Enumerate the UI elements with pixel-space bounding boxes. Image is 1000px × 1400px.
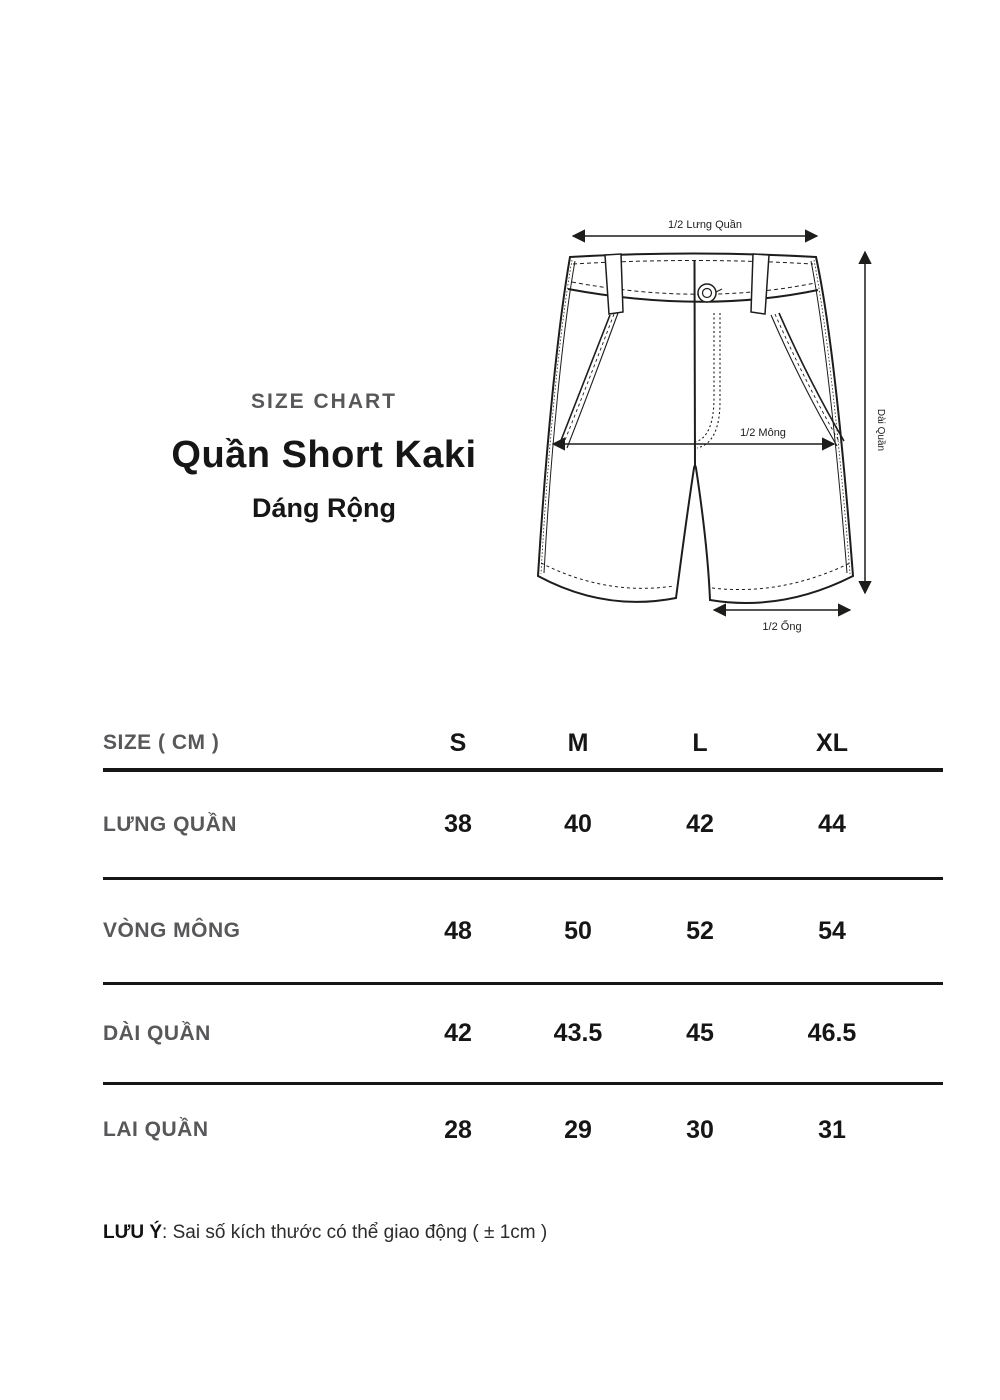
cell-value: 46.5 (807, 1019, 857, 1047)
note-text: : Sai số kích thước có thể giao động ( ±… (162, 1222, 548, 1243)
cell-value: 45 (686, 1019, 714, 1047)
fit-subtitle: Dáng Rộng (252, 493, 396, 523)
tolerance-note: LƯU Ý: Sai số kích thước có thể giao độn… (103, 1222, 547, 1244)
cell-value: 44 (818, 810, 846, 838)
row-label: VÒNG MÔNG (103, 919, 241, 942)
cell-value: 42 (444, 1019, 472, 1047)
cell-value: 42 (686, 810, 714, 838)
size-table: SIZE ( CM ) S M L XL LƯNG QUẦN 38 40 42 … (103, 718, 943, 1175)
column-header-xl: XL (816, 728, 848, 757)
column-header-s: S (449, 728, 467, 757)
row-label: DÀI QUẦN (103, 1021, 211, 1045)
cell-value: 31 (818, 1115, 846, 1144)
shorts-technical-diagram: 1/2 Lưng Quần 1/2 Mông Dài Quần 1/2 Ống (533, 216, 907, 646)
table-row-hem: LAI QUẦN 28 29 30 31 (103, 1085, 943, 1175)
note-prefix: LƯU Ý (103, 1222, 163, 1243)
cell-value: 28 (444, 1115, 472, 1144)
column-header-m: M (567, 728, 589, 757)
cell-value: 52 (686, 916, 714, 945)
table-row-length: DÀI QUẦN 42 43.5 45 46.5 (103, 985, 943, 1085)
cell-value: 38 (444, 810, 472, 838)
cell-value: 30 (686, 1115, 714, 1144)
row-label: LAI QUẦN (103, 1118, 209, 1141)
left-pocket-icon (559, 314, 611, 444)
product-title: Quần Short Kaki (171, 434, 477, 476)
shorts-outline-icon (536, 252, 855, 604)
measurement-arrows (551, 229, 872, 617)
half-waist-label: 1/2 Lưng Quần (668, 219, 742, 231)
shorts-diagram-icon: 1/2 Lưng Quần 1/2 Mông Dài Quần 1/2 Ống (536, 219, 887, 633)
half-hip-label: 1/2 Mông (740, 427, 786, 439)
right-pocket-icon (778, 312, 845, 442)
cell-value: 48 (444, 916, 472, 945)
column-header-l: L (692, 728, 708, 757)
cell-value: 40 (564, 810, 592, 838)
half-leg-label: 1/2 Ống (762, 619, 801, 633)
cell-value: 50 (564, 916, 592, 945)
pant-length-label: Dài Quần (875, 409, 887, 451)
cell-value: 29 (564, 1115, 592, 1144)
table-row-waist: LƯNG QUẦN 38 40 42 44 (103, 772, 943, 880)
belt-loop-icon (750, 253, 770, 315)
button-icon (697, 283, 717, 303)
title-block: SIZE CHART Quần Short Kaki Dáng Rộng (102, 390, 546, 524)
belt-loop-icon (604, 253, 624, 315)
row-label: LƯNG QUẦN (103, 812, 237, 836)
size-chart-eyebrow: SIZE CHART (251, 390, 397, 413)
cell-value: 43.5 (553, 1019, 603, 1047)
table-row-hip: VÒNG MÔNG 48 50 52 54 (103, 880, 943, 985)
size-unit-label: SIZE ( CM ) (103, 731, 220, 754)
size-table-header: SIZE ( CM ) S M L XL (103, 718, 943, 772)
cell-value: 54 (818, 916, 846, 945)
